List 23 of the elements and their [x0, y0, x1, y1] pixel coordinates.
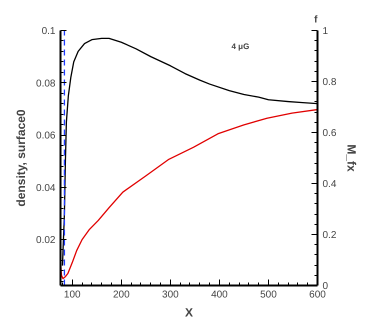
annotation: 4 μG — [232, 42, 250, 51]
y-tick-label: 0.06 — [36, 130, 56, 142]
y2-tick-label: 0.2 — [322, 230, 337, 241]
y-axis-title: density, surface0 — [14, 109, 28, 207]
x-tick-label: 300 — [162, 290, 180, 300]
y2-tick-label: 0.4 — [322, 179, 337, 190]
x-axis-title: X — [185, 306, 194, 320]
y-tick-label: 0.1 — [42, 26, 56, 37]
x-tick-label: 100 — [64, 290, 82, 300]
line-series — [60, 108, 318, 280]
x-tick-label: 200 — [112, 290, 130, 300]
y-tick-label: 0.08 — [36, 78, 56, 90]
y2-tick-label: 1 — [322, 26, 328, 37]
y2-tick-label: 0 — [322, 281, 328, 292]
x-tick-label: 600 — [309, 290, 326, 300]
y2-axis-title: M_fx — [344, 144, 358, 172]
x-tick-label: 500 — [260, 290, 278, 300]
y-tick-label: 0.04 — [36, 182, 56, 194]
y-tick-label: 0.02 — [36, 235, 56, 246]
y2-tick-label: 0.8 — [322, 77, 337, 88]
x-tick-label: 400 — [211, 290, 228, 300]
y2-tick-label: 0.6 — [322, 128, 337, 139]
chart-title: f — [314, 14, 318, 26]
